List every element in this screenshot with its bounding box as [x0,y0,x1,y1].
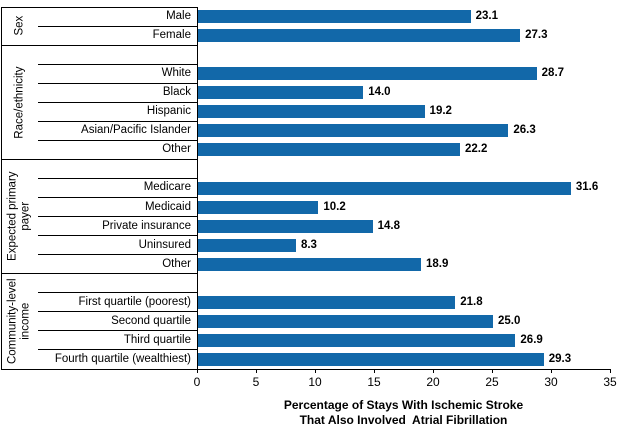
category-separator-line [38,177,197,179]
x-axis-line [1,368,611,370]
bar [198,105,425,119]
group-separator-line [1,44,197,46]
category-label: Medicare [143,181,191,194]
x-axis-tick [433,369,434,373]
bar [198,238,296,252]
x-tick-label: 20 [426,375,440,389]
x-axis-tick [197,369,198,373]
value-label: 19.2 [429,105,452,118]
value-label: 25.0 [498,314,521,327]
group-label-text: Race/ethnicity [13,66,26,139]
value-label: 26.3 [513,124,536,137]
x-axis-title: Percentage of Stays With Ischemic Stroke… [283,398,524,427]
bar [198,314,493,328]
value-label: 21.8 [460,295,483,308]
plot-top-border [1,6,197,8]
x-tick-label: 5 [252,375,260,389]
group-label: Community-level income [2,274,38,369]
category-label: Male [166,10,191,22]
category-label: Female [152,29,191,42]
bar [198,295,456,309]
x-tick-label: 35 [603,375,617,389]
x-axis-tick [374,369,375,373]
category-label: Fourth quartile (wealthiest) [54,352,191,365]
bar [198,67,537,81]
bar [198,333,516,347]
x-axis-tick [610,369,611,373]
value-label: 18.9 [426,257,449,270]
category-label: Uninsured [138,238,191,251]
category-separator-line [38,216,197,218]
x-tick-label: 10 [308,375,322,389]
label-area-left-border [1,6,2,370]
category-label: Medicaid [144,200,191,213]
value-label: 26.9 [520,333,543,346]
x-tick-label: 15 [367,375,381,389]
category-separator-line [38,254,197,256]
bar [198,181,571,195]
category-separator-line [38,349,197,351]
group-label: Expected primary payer [2,159,38,273]
bar [198,352,544,366]
group-label-text: Community-level income [6,278,33,365]
bar [198,29,521,43]
category-label: Third quartile [123,333,191,346]
value-label: 28.7 [541,67,565,80]
category-separator-line [38,311,197,313]
category-label: Private insurance [102,219,191,232]
x-tick-label: 25 [485,375,499,389]
group-separator-line [1,273,197,275]
bar [198,257,422,271]
category-label: Other [162,143,191,156]
category-label: First quartile (poorest) [78,295,191,308]
x-axis-tick [492,369,493,373]
bar [198,124,509,138]
value-label: 14.8 [377,219,401,232]
category-label: Hispanic [146,105,191,118]
group-label-text: Expected primary payer [6,171,33,262]
category-label: Other [162,257,191,270]
category-separator-line [38,25,197,27]
value-label: 23.1 [475,10,498,22]
value-label: 31.6 [575,181,599,194]
value-label: 29.3 [548,352,572,365]
bar [198,200,319,214]
group-separator-line [1,158,197,160]
category-separator-line [38,330,197,332]
bar [198,219,373,233]
x-axis-tick [315,369,316,373]
group-label-text: Sex [13,16,26,36]
category-label: White [161,67,191,80]
category-separator-line [38,82,197,84]
category-label: Second quartile [111,314,191,327]
category-separator-line [38,197,197,199]
category-separator-line [38,120,197,122]
value-label: 14.0 [368,86,391,99]
category-separator-line [38,139,197,141]
y-axis-line [197,6,198,370]
bar [198,143,460,157]
bar [198,10,471,24]
value-label: 27.3 [525,29,548,42]
x-tick-label: 0 [193,375,201,389]
x-axis-tick [551,369,552,373]
x-tick-label: 30 [544,375,558,389]
category-separator-line [38,292,197,294]
category-label: Black [162,86,191,99]
value-label: 10.2 [323,200,346,213]
x-axis-tick [256,369,257,373]
value-label: 8.3 [300,238,317,251]
value-label: 22.2 [464,143,488,156]
group-label: Sex [2,7,38,45]
category-separator-line [38,63,197,65]
bar [198,86,364,100]
category-separator-line [38,235,197,237]
category-separator-line [38,101,197,103]
category-label: Asian/Pacific Islander [81,124,191,137]
group-label: Race/ethnicity [2,45,38,159]
